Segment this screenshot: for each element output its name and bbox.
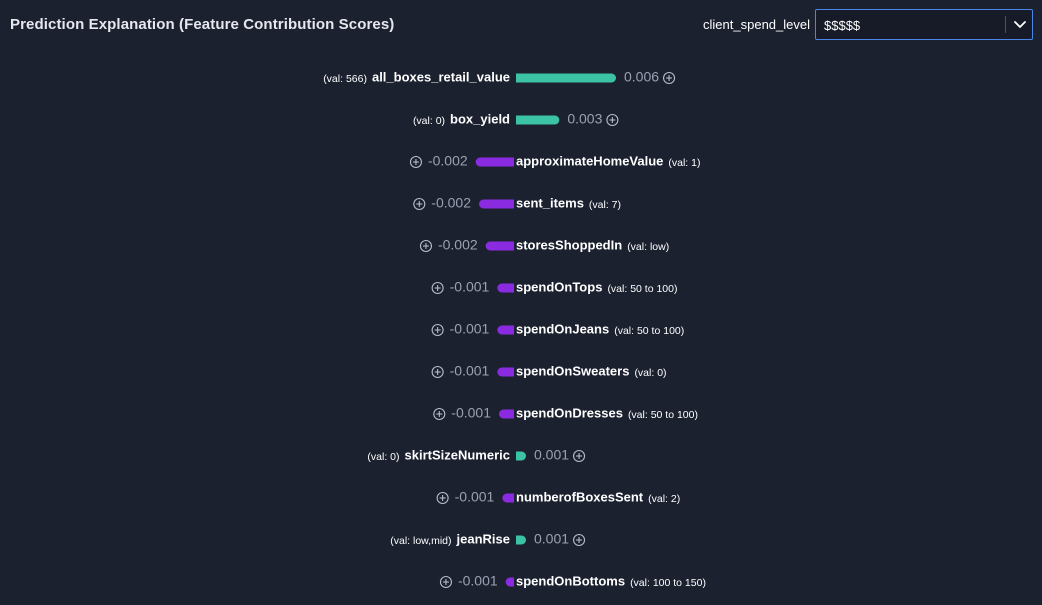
score-label: 0.001	[534, 531, 569, 547]
score-label: 0.001	[534, 447, 569, 463]
feature-name: numberofBoxesSent	[516, 489, 644, 504]
bar	[475, 157, 514, 167]
expand-icon[interactable]	[572, 449, 586, 463]
feature-val: (val: low)	[627, 241, 669, 253]
feature-name: spendOnSweaters	[516, 363, 629, 378]
score-label: 0.006	[624, 69, 659, 85]
feature-contribution-chart: all_boxes_retail_value (val: 566) 0.006 box…	[323, 69, 706, 589]
feature-name: spendOnBottoms	[516, 573, 625, 588]
feature-name: jeanRise	[456, 531, 510, 546]
bar	[497, 367, 514, 377]
expand-icon[interactable]	[409, 155, 423, 169]
bar	[505, 577, 514, 587]
bar	[516, 535, 527, 545]
expand-icon[interactable]	[436, 491, 449, 505]
class-select[interactable]: $$$$$	[815, 9, 1033, 40]
feature-val: (val: 100 to 150)	[630, 577, 706, 589]
select-value: $$$$$	[824, 18, 861, 33]
feature-val: (val: 566)	[323, 73, 367, 85]
bar	[478, 199, 514, 209]
feature-name: approximateHomeValue	[516, 153, 663, 168]
feature-name: storesShoppedIn	[516, 237, 622, 252]
feature-name: sent_items	[516, 195, 584, 210]
score-label: -0.001	[455, 489, 495, 505]
expand-icon[interactable]	[606, 113, 619, 127]
score-label: -0.001	[450, 363, 490, 379]
feature-name: spendOnTops	[516, 279, 602, 294]
bar	[516, 451, 527, 461]
expand-icon[interactable]	[413, 197, 426, 211]
feature-name: spendOnDresses	[516, 405, 623, 420]
feature-val: (val: 0)	[413, 115, 445, 127]
bar	[498, 409, 514, 419]
expand-icon[interactable]	[439, 575, 453, 589]
page-title: Prediction Explanation (Feature Contribu…	[10, 16, 395, 33]
score-label: -0.001	[458, 573, 498, 589]
bar	[516, 73, 617, 83]
expand-icon[interactable]	[572, 533, 586, 547]
feature-name: skirtSizeNumeric	[405, 447, 511, 462]
feature-val: (val: 50 to 100)	[614, 325, 684, 337]
feature-name: all_boxes_retail_value	[372, 69, 510, 84]
expand-icon[interactable]	[419, 239, 433, 253]
expand-icon[interactable]	[433, 407, 446, 421]
feature-val: (val: 7)	[589, 199, 621, 211]
score-label: -0.002	[431, 195, 471, 211]
score-label: 0.003	[567, 111, 602, 127]
bar	[497, 283, 514, 293]
expand-icon[interactable]	[662, 71, 676, 85]
feature-name: box_yield	[450, 111, 510, 126]
bar	[502, 493, 514, 503]
feature-val: (val: 0)	[367, 451, 399, 463]
score-label: -0.001	[451, 405, 491, 421]
feature-val: (val: 0)	[634, 367, 666, 379]
bar	[485, 241, 514, 251]
select-label: client_spend_level	[703, 17, 810, 32]
bar	[516, 115, 560, 125]
feature-val: (val: 2)	[648, 493, 680, 505]
feature-val: (val: 1)	[668, 157, 700, 169]
chevron-down-icon[interactable]	[1012, 16, 1028, 32]
header: Prediction Explanation (Feature Contribu…	[0, 0, 1042, 50]
score-label: -0.002	[428, 153, 468, 169]
expand-icon[interactable]	[431, 365, 444, 379]
feature-val: (val: low,mid)	[390, 535, 451, 547]
expand-icon[interactable]	[431, 323, 444, 337]
score-label: -0.001	[450, 321, 490, 337]
feature-val: (val: 50 to 100)	[607, 283, 677, 295]
select-divider	[1005, 16, 1006, 33]
score-label: -0.001	[450, 279, 490, 295]
score-label: -0.002	[438, 237, 478, 253]
bar	[497, 325, 514, 335]
feature-name: spendOnJeans	[516, 321, 609, 336]
feature-val: (val: 50 to 100)	[628, 409, 698, 421]
expand-icon[interactable]	[431, 281, 444, 295]
